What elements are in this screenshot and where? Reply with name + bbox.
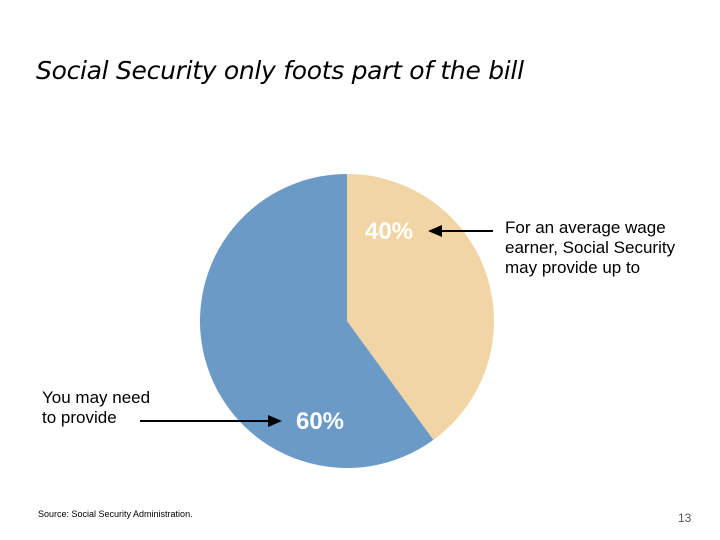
- annotation-line: to provide: [42, 408, 117, 427]
- pie-label-40-percent: 40%: [365, 218, 413, 245]
- pie-slice-60-percent: [199, 174, 434, 468]
- annotation-line: You may need: [42, 388, 151, 407]
- annotation-arrows: [140, 225, 493, 427]
- social-security-annotation: For an average wage earner, Social Secur…: [505, 218, 675, 278]
- arrow-head-60-percent: [268, 415, 282, 427]
- annotation-line: For an average wage: [505, 218, 666, 237]
- page-number: 13: [678, 511, 692, 525]
- annotation-line: earner, Social Security: [505, 238, 676, 257]
- arrow-head-40-percent: [428, 225, 442, 237]
- you-provide-annotation: You may need to provide: [42, 388, 150, 428]
- annotation-line: may provide up to: [505, 258, 641, 277]
- pie-slice-40-percent: [347, 174, 494, 440]
- pie-label-60-percent: 60%: [296, 408, 344, 435]
- source-note: Source: Social Security Administration.: [38, 509, 193, 519]
- slide-title: Social Security only foots part of the b…: [36, 56, 524, 85]
